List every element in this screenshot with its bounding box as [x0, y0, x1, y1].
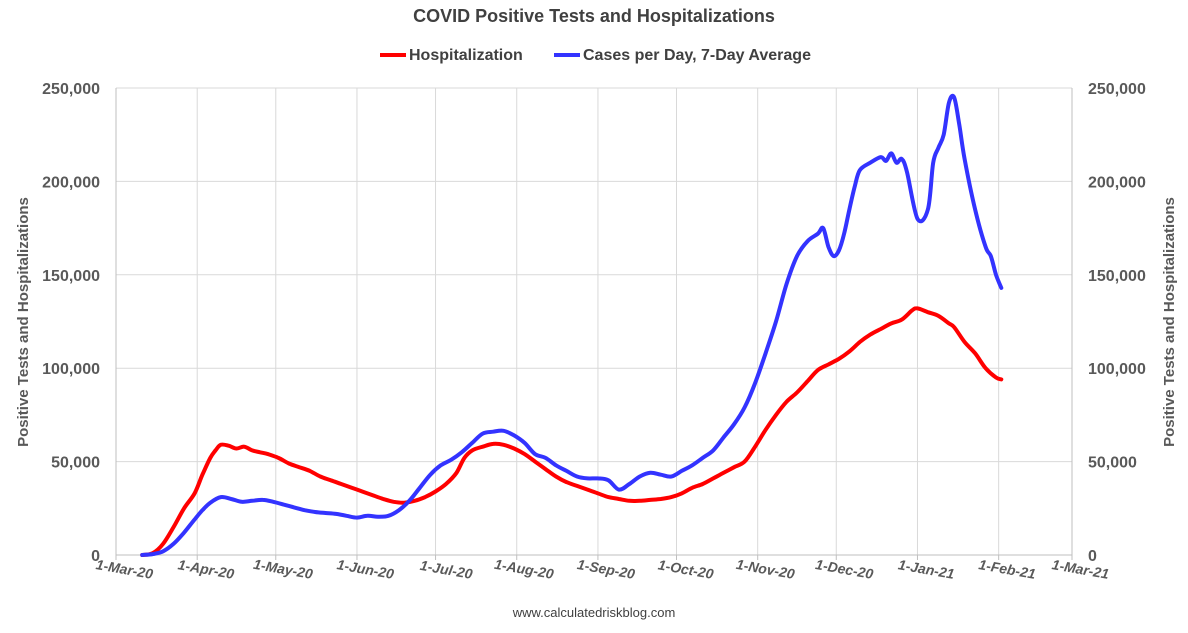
x-tick-label: 1-Feb-21	[977, 556, 1037, 582]
y-tick-label-left: 0	[91, 548, 100, 565]
legend-label-hospitalization: Hospitalization	[409, 47, 523, 64]
series-line-hospitalization	[140, 306, 1004, 557]
source-credit: www.calculatedriskblog.com	[512, 605, 676, 620]
y-tick-label-right: 150,000	[1088, 268, 1146, 285]
x-tick-label: 1-Sep-20	[576, 556, 636, 582]
y-axis-right-title: Positive Tests and Hospitalizations	[1161, 197, 1178, 447]
x-tick-label: 1-Aug-20	[493, 556, 555, 582]
y-tick-label-right: 100,000	[1088, 361, 1146, 378]
x-tick-label: 1-Jul-20	[419, 557, 474, 582]
y-tick-label-left: 50,000	[51, 455, 100, 472]
series-line-cases	[140, 93, 1004, 557]
x-tick-label: 1-Jun-20	[336, 556, 396, 582]
x-tick-label: 1-Nov-20	[735, 556, 796, 582]
y-axis-left-ticks: 0 50,000 100,000 150,000 200,000 250,000	[42, 81, 100, 565]
x-tick-label: 1-Apr-20	[177, 556, 236, 582]
y-tick-label-right: 50,000	[1088, 455, 1137, 472]
grid	[116, 87, 1072, 555]
y-axis-right-ticks: 0 50,000 100,000 150,000 200,000 250,000	[1088, 81, 1146, 565]
y-tick-label-right: 200,000	[1088, 174, 1146, 191]
x-tick-label: 1-Mar-20	[95, 556, 155, 582]
y-axis-left-title: Positive Tests and Hospitalizations	[15, 197, 32, 447]
x-tick-label: 1-Oct-20	[657, 556, 715, 582]
x-tick-label: 1-May-20	[252, 556, 314, 582]
y-tick-label-right: 0	[1088, 548, 1097, 565]
series-layer	[140, 93, 1004, 557]
x-tick-label: 1-Dec-20	[814, 556, 874, 582]
x-tick-label: 1-Mar-21	[1051, 556, 1111, 582]
x-axis-ticks: 1-Mar-20 1-Apr-20 1-May-20 1-Jun-20 1-Jul-20…	[95, 556, 1111, 582]
legend: Hospitalization Cases per Day, 7-Day Ave…	[380, 47, 811, 64]
y-tick-label-left: 100,000	[42, 361, 100, 378]
legend-label-cases: Cases per Day, 7-Day Average	[583, 47, 811, 64]
y-tick-label-left: 250,000	[42, 81, 100, 98]
y-tick-label-left: 200,000	[42, 174, 100, 191]
y-tick-label-right: 250,000	[1088, 81, 1146, 98]
chart-title: COVID Positive Tests and Hospitalization…	[413, 6, 775, 26]
y-tick-label-left: 150,000	[42, 268, 100, 285]
axes	[115, 88, 1073, 560]
x-tick-label: 1-Jan-21	[897, 556, 956, 582]
